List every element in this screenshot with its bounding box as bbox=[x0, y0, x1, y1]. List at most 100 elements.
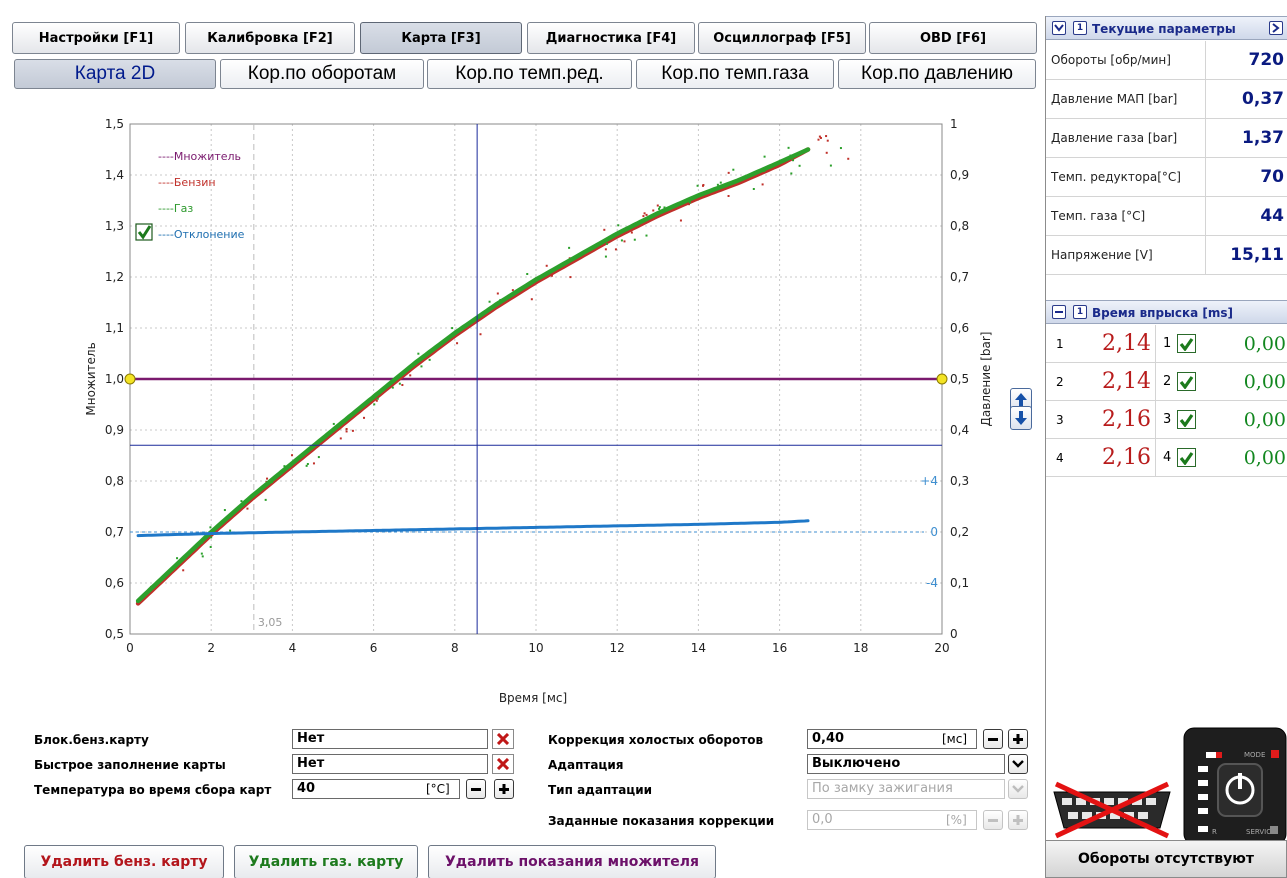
tab-map[interactable]: Карта [F3] bbox=[360, 22, 522, 54]
series-point bbox=[719, 181, 722, 184]
target-corr-increase-button[interactable] bbox=[1008, 810, 1028, 830]
target-corr-decrease-button[interactable] bbox=[983, 810, 1003, 830]
subtab-corr-gas-temp[interactable]: Кор.по темп.газа bbox=[636, 59, 834, 89]
series-point bbox=[283, 465, 286, 468]
injection-page-number[interactable]: 1 bbox=[1073, 305, 1087, 319]
idle-corr-decrease-button[interactable] bbox=[983, 729, 1003, 749]
y2-tick-label: 0,2 bbox=[950, 525, 969, 539]
series-point bbox=[363, 416, 366, 419]
x-axis-label: Время [мс] bbox=[499, 691, 567, 705]
series-point bbox=[210, 536, 213, 539]
target-corr-field[interactable]: 0,0 bbox=[807, 810, 977, 830]
x-tick-label: 10 bbox=[528, 641, 543, 655]
gas-injector-checkbox[interactable] bbox=[1177, 448, 1196, 467]
temp-decrease-button[interactable] bbox=[466, 779, 486, 799]
x-tick-label: 2 bbox=[207, 641, 215, 655]
collapse-params-button[interactable] bbox=[1052, 21, 1066, 35]
series-point bbox=[727, 171, 730, 174]
series-point bbox=[345, 428, 348, 431]
gas-injector-number: 2 bbox=[1163, 374, 1172, 389]
series-point bbox=[246, 507, 249, 510]
series-point bbox=[614, 248, 617, 251]
subtab-corr-reducer-temp[interactable]: Кор.по темп.ред. bbox=[427, 59, 632, 89]
param-label: Напряжение [V] bbox=[1046, 236, 1206, 274]
service-label: SERVICE bbox=[1246, 828, 1276, 836]
clear-fast-fill-button[interactable] bbox=[492, 754, 514, 774]
gas-injector-checkbox[interactable] bbox=[1177, 334, 1196, 353]
multiplier-line[interactable] bbox=[124, 373, 948, 385]
param-value: 720 bbox=[1248, 50, 1285, 70]
param-row-gas-temp: Темп. газа [°C] 44 bbox=[1046, 197, 1287, 236]
injection-row-4: 4 2,16 4 0,00 bbox=[1046, 439, 1287, 477]
temp-label: Температура во время сбора карт bbox=[34, 783, 272, 797]
series-point bbox=[642, 215, 645, 218]
arrow-down-icon bbox=[1015, 411, 1027, 425]
tab-oscilloscope[interactable]: Осциллограф [F5] bbox=[698, 22, 866, 54]
minus-icon bbox=[471, 788, 481, 791]
tab-settings[interactable]: Настройки [F1] bbox=[12, 22, 180, 54]
tab-obd[interactable]: OBD [F6] bbox=[869, 22, 1037, 54]
gas-injector-checkbox[interactable] bbox=[1177, 372, 1196, 391]
minus-icon bbox=[988, 819, 998, 822]
adapt-dropdown-button[interactable] bbox=[1008, 754, 1028, 774]
series-point bbox=[545, 264, 548, 267]
delete-petrol-map-button[interactable]: Удалить бенз. карту bbox=[24, 845, 224, 878]
adapt-type-dropdown-button[interactable] bbox=[1008, 779, 1028, 799]
gas-injection-value: 0,00 bbox=[1243, 446, 1286, 469]
legend-item: ----Газ bbox=[158, 202, 193, 215]
series-point bbox=[663, 206, 666, 209]
collapse-injection-button[interactable] bbox=[1052, 305, 1066, 319]
right-panel: 1 Текущие параметры Обороты [обр/мин] 72… bbox=[1045, 16, 1287, 878]
adapt-type-label: Тип адаптации bbox=[548, 783, 653, 797]
delete-multiplier-button[interactable]: Удалить показания множителя bbox=[428, 845, 716, 878]
petrol-injection-value: 2,16 bbox=[1072, 401, 1156, 438]
idle-corr-field[interactable]: 0,40 bbox=[807, 729, 977, 749]
chevron-down-icon bbox=[1054, 24, 1064, 32]
series-point bbox=[209, 526, 212, 529]
map-chart[interactable]: 0,5 0,6 0,7 0,8 0,9 1,0 1,1 1,2 1,3 1,4 1,5 0 0,1 0,… bbox=[0, 92, 1040, 722]
params-page-number[interactable]: 1 bbox=[1073, 21, 1087, 35]
subtab-corr-pressure[interactable]: Кор.по давлению bbox=[838, 59, 1036, 89]
shift-down-button[interactable] bbox=[1010, 406, 1032, 430]
gas-injector-checkbox[interactable] bbox=[1177, 410, 1196, 429]
tab-calibration[interactable]: Калибровка [F2] bbox=[185, 22, 355, 54]
y-tick-label: 1,1 bbox=[105, 321, 124, 335]
y-tick-label: 0,6 bbox=[105, 576, 124, 590]
series-point bbox=[688, 201, 691, 204]
expand-params-button[interactable] bbox=[1269, 21, 1283, 35]
idle-corr-label: Коррекция холостых оборотов bbox=[548, 733, 764, 747]
legend-item: ----Множитель bbox=[158, 150, 241, 163]
block-petrol-field[interactable]: Нет bbox=[292, 729, 488, 749]
y-tick-label: 1,3 bbox=[105, 219, 124, 233]
subtab-corr-rpm[interactable]: Кор.по оборотам bbox=[220, 59, 424, 89]
idle-corr-increase-button[interactable] bbox=[1008, 729, 1028, 749]
param-row-reducer-temp: Темп. редуктора[°C] 70 bbox=[1046, 158, 1287, 197]
series-point bbox=[645, 234, 648, 237]
tab-diagnostics[interactable]: Диагностика [F4] bbox=[527, 22, 695, 54]
fast-fill-field[interactable]: Нет bbox=[292, 754, 488, 774]
deviation-checkbox[interactable] bbox=[135, 223, 153, 241]
temp-increase-button[interactable] bbox=[494, 779, 514, 799]
adapt-select[interactable]: Выключено bbox=[807, 754, 1005, 774]
subtab-map-2d[interactable]: Карта 2D bbox=[14, 59, 216, 89]
param-value: 70 bbox=[1260, 167, 1284, 187]
series-point bbox=[526, 273, 529, 276]
y-tick-label: 0,5 bbox=[105, 627, 124, 641]
power-switch-icon[interactable]: MODE SERVICE R bbox=[1182, 726, 1287, 846]
delete-gas-map-button[interactable]: Удалить газ. карту bbox=[234, 845, 418, 878]
series-point bbox=[702, 183, 705, 186]
clear-block-petrol-button[interactable] bbox=[492, 729, 514, 749]
series-point bbox=[687, 203, 690, 206]
adapt-type-select[interactable]: По замку зажигания bbox=[807, 779, 1005, 799]
y2-tick-label: 0,1 bbox=[950, 576, 969, 590]
gas-injection-value: 0,00 bbox=[1243, 370, 1286, 393]
temp-field[interactable]: 40 bbox=[292, 779, 460, 799]
series-point bbox=[620, 239, 623, 242]
series-point bbox=[530, 298, 533, 301]
y-tick-label: 1,4 bbox=[105, 168, 124, 182]
series-point bbox=[798, 164, 801, 167]
close-icon bbox=[497, 733, 509, 745]
series-point bbox=[271, 481, 274, 484]
series-point bbox=[240, 500, 243, 503]
